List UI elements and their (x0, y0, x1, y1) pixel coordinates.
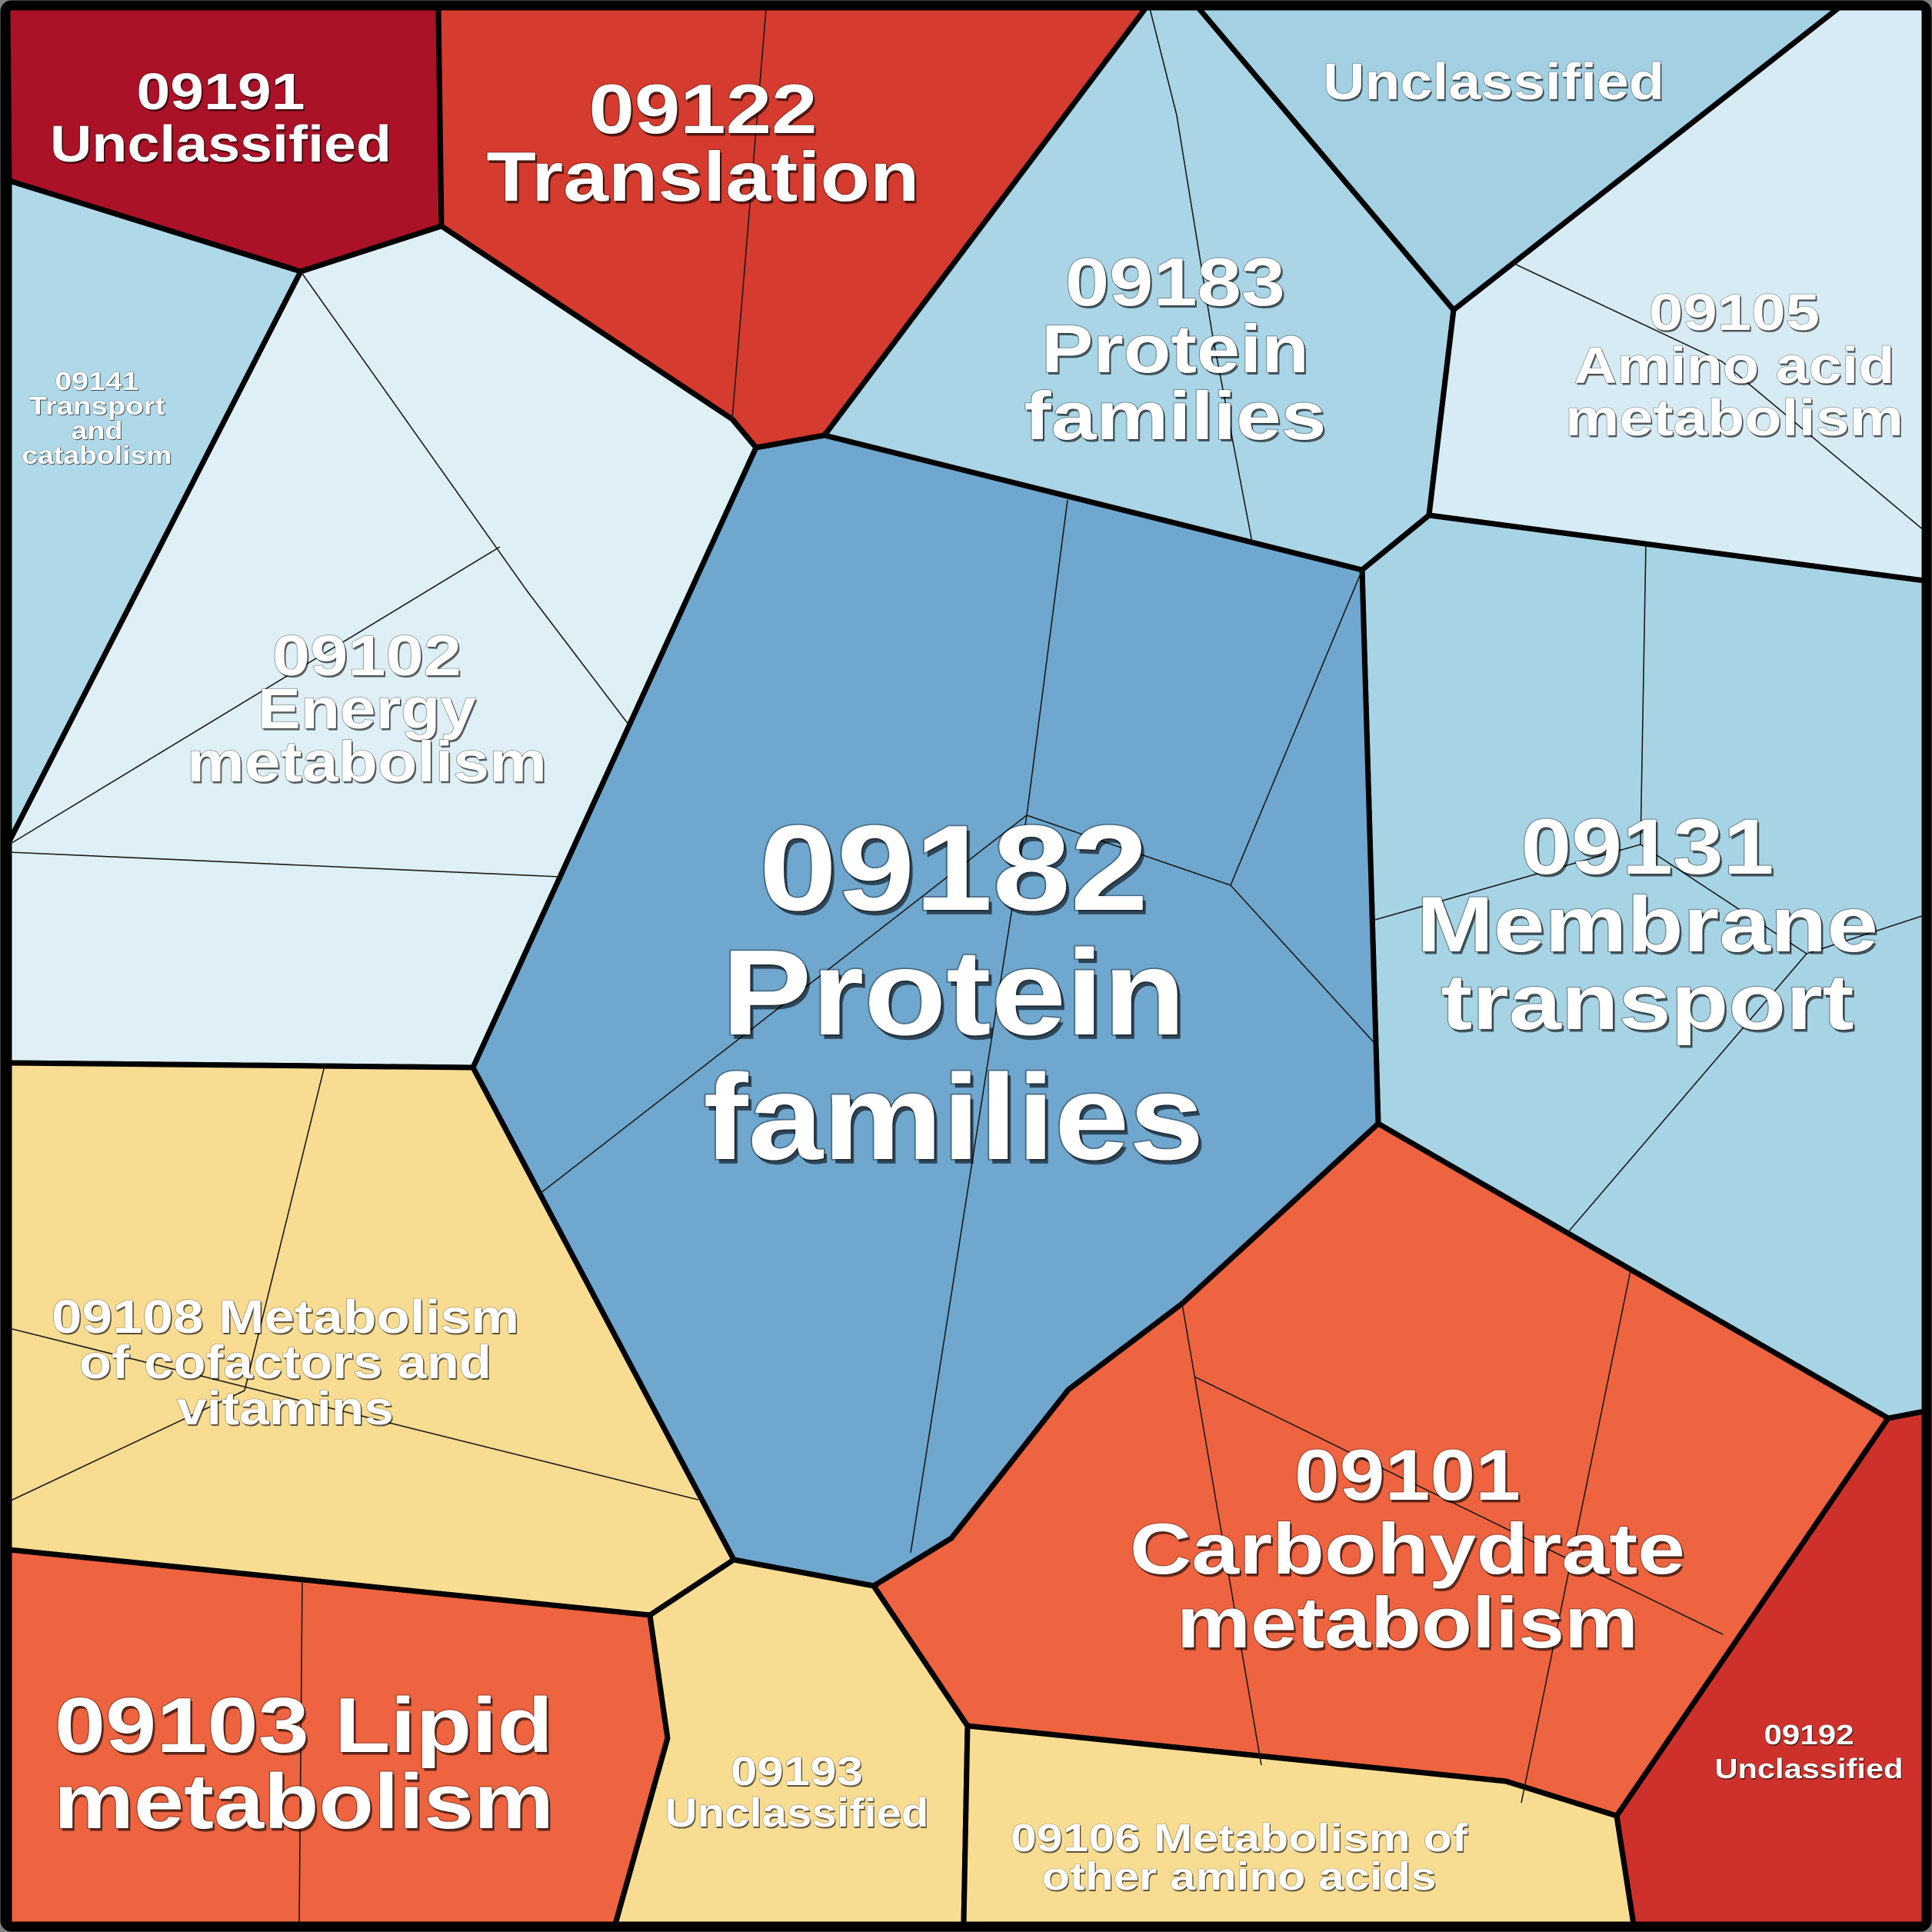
svg-text:Protein: Protein (1043, 313, 1311, 389)
svg-text:09141: 09141 (55, 367, 139, 395)
svg-text:09101: 09101 (1294, 1434, 1521, 1515)
svg-text:catabolism: catabolism (23, 441, 173, 470)
svg-text:Carbohydrate: Carbohydrate (1130, 1508, 1685, 1589)
svg-text:Protein: Protein (1041, 311, 1309, 387)
svg-text:other amino acids: other amino acids (1042, 1854, 1437, 1898)
svg-text:09183: 09183 (1067, 246, 1287, 322)
svg-text:Unclassified: Unclassified (665, 1790, 929, 1836)
svg-text:09108 Metabolism: 09108 Metabolism (53, 1292, 521, 1344)
svg-text:09183: 09183 (1065, 244, 1285, 320)
svg-text:transport: transport (1441, 958, 1854, 1046)
svg-text:Translation: Translation (488, 141, 921, 218)
svg-text:metabolism: metabolism (1178, 1584, 1640, 1665)
svg-text:of cofactors and: of cofactors and (81, 1337, 493, 1390)
svg-text:families: families (1026, 380, 1328, 456)
svg-text:09108 Metabolism: 09108 Metabolism (52, 1291, 519, 1343)
svg-text:metabolism: metabolism (188, 732, 548, 796)
svg-text:families: families (704, 1050, 1204, 1185)
svg-text:09101: 09101 (1296, 1437, 1522, 1517)
svg-text:other amino acids: other amino acids (1043, 1856, 1437, 1900)
svg-text:09122: 09122 (591, 73, 819, 151)
svg-text:09191: 09191 (137, 63, 305, 121)
svg-text:09182: 09182 (762, 805, 1151, 941)
svg-text:metabolism: metabolism (54, 1759, 554, 1845)
svg-text:Membrane: Membrane (1417, 881, 1878, 968)
svg-text:09106 Metabolism of: 09106 Metabolism of (1011, 1816, 1468, 1860)
svg-text:09102: 09102 (274, 626, 463, 690)
svg-text:09103 Lipid: 09103 Lipid (55, 1683, 553, 1769)
svg-text:09182: 09182 (759, 801, 1148, 936)
svg-text:metabolism: metabolism (187, 730, 547, 794)
svg-text:09122: 09122 (589, 71, 818, 148)
svg-text:Protein: Protein (722, 925, 1186, 1061)
svg-text:09106 Metabolism of: 09106 Metabolism of (1011, 1817, 1469, 1861)
svg-text:Translation: Translation (487, 138, 920, 216)
svg-text:families: families (707, 1054, 1208, 1190)
svg-text:Energy: Energy (259, 679, 478, 743)
svg-text:09102: 09102 (272, 624, 461, 688)
svg-text:09141: 09141 (56, 368, 140, 396)
svg-text:metabolism: metabolism (56, 1762, 556, 1848)
svg-text:Unclassified: Unclassified (1323, 53, 1664, 111)
svg-text:Unclassified: Unclassified (52, 117, 393, 175)
svg-text:09131: 09131 (1523, 806, 1776, 894)
svg-text:Transport: Transport (29, 391, 165, 420)
svg-text:Unclassified: Unclassified (1716, 1754, 1904, 1785)
svg-text:09191: 09191 (138, 65, 306, 122)
svg-text:Unclassified: Unclassified (666, 1792, 930, 1837)
svg-text:09193: 09193 (731, 1750, 864, 1796)
svg-text:09105: 09105 (1649, 284, 1820, 341)
svg-text:Protein: Protein (725, 930, 1189, 1065)
svg-text:Unclassified: Unclassified (1715, 1753, 1904, 1784)
svg-text:and: and (72, 416, 123, 445)
svg-text:Unclassified: Unclassified (50, 115, 391, 173)
svg-text:Membrane: Membrane (1419, 884, 1880, 971)
svg-text:Transport: Transport (30, 392, 166, 421)
svg-text:Unclassified: Unclassified (1324, 55, 1666, 112)
svg-text:09105: 09105 (1651, 285, 1821, 343)
svg-text:09103 Lipid: 09103 Lipid (57, 1686, 555, 1772)
svg-text:Amino acid: Amino acid (1575, 338, 1896, 396)
svg-text:vitamins: vitamins (177, 1382, 394, 1434)
svg-text:transport: transport (1443, 961, 1856, 1049)
svg-text:and: and (72, 417, 124, 445)
svg-text:metabolism: metabolism (1177, 1582, 1638, 1663)
svg-text:09193: 09193 (731, 1749, 863, 1794)
svg-text:09192: 09192 (1765, 1720, 1855, 1751)
svg-text:catabolism: catabolism (22, 441, 172, 469)
svg-text:Carbohydrate: Carbohydrate (1131, 1511, 1687, 1591)
svg-text:Energy: Energy (258, 677, 476, 741)
svg-text:families: families (1024, 378, 1327, 454)
svg-text:vitamins: vitamins (178, 1384, 395, 1436)
svg-text:Amino acid: Amino acid (1574, 337, 1895, 395)
svg-text:metabolism: metabolism (1567, 391, 1905, 448)
svg-text:09192: 09192 (1764, 1719, 1854, 1750)
svg-text:09131: 09131 (1521, 803, 1774, 891)
svg-text:metabolism: metabolism (1565, 389, 1904, 447)
svg-text:of cofactors and: of cofactors and (79, 1336, 491, 1388)
